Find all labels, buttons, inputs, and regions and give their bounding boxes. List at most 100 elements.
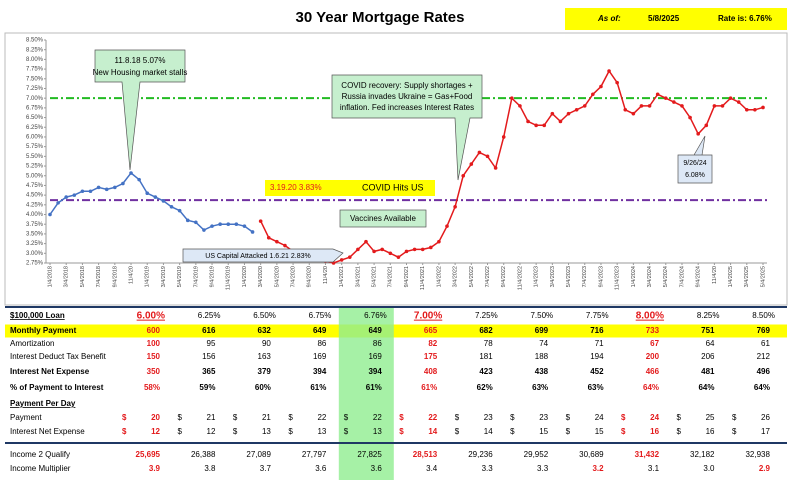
x-tick-label: 7/4/2021 <box>388 266 394 287</box>
point <box>429 245 433 250</box>
point <box>250 230 255 234</box>
row-label: Amortization <box>10 339 54 348</box>
x-tick-label: 1/4/2019 <box>145 266 151 287</box>
point <box>388 251 393 256</box>
cell: 24 <box>595 413 604 422</box>
point <box>736 100 741 104</box>
x-tick-label: 3/4/2018 <box>64 266 70 287</box>
point <box>534 123 538 128</box>
cell: 60% <box>255 383 271 392</box>
x-tick-label: 9/4/2024 <box>696 266 702 287</box>
point <box>48 212 52 217</box>
x-tick-label: 5/4/2019 <box>177 266 183 287</box>
point <box>493 166 498 170</box>
point <box>339 258 344 262</box>
cell: 20 <box>151 413 160 422</box>
rate-header: 6.75% <box>309 311 332 320</box>
cell: 188 <box>535 352 549 361</box>
x-tick-label: 9/4/2018 <box>112 266 118 287</box>
y-tick-label: 6.50% <box>26 115 44 121</box>
point <box>582 104 587 108</box>
annotation: 11.8.18 5.07% <box>114 56 165 65</box>
cell: 3.6 <box>315 464 327 473</box>
point <box>599 84 603 89</box>
y-tick-label: 4.25% <box>26 202 44 208</box>
point <box>445 224 449 228</box>
currency: $ <box>344 413 349 422</box>
cell: 13 <box>373 427 382 436</box>
cell: 616 <box>202 326 216 335</box>
point <box>550 111 555 116</box>
x-tick-label: 9/4/2020 <box>307 266 313 287</box>
cell: 26 <box>761 413 770 422</box>
row-label: % of Payment to Interest <box>10 383 104 392</box>
x-tick-label: 3/4/2020 <box>258 266 264 287</box>
cell: 3.4 <box>426 464 438 473</box>
cell: 163 <box>258 352 272 361</box>
point <box>364 239 368 244</box>
y-tick-label: 4.75% <box>26 183 44 189</box>
cell: 62% <box>477 383 493 392</box>
x-tick-label: 1/4/2020 <box>242 266 248 287</box>
currency: $ <box>399 427 404 436</box>
currency: $ <box>233 427 238 436</box>
row-label: Monthly Payment <box>10 326 77 335</box>
cell: 74 <box>539 339 548 348</box>
cell: 23 <box>484 413 493 422</box>
row-label: $100,000 Loan <box>10 311 65 320</box>
currency: $ <box>566 413 571 422</box>
cell: 63% <box>532 383 548 392</box>
point <box>688 115 692 120</box>
cell: 169 <box>368 352 382 361</box>
cell: 12 <box>151 427 160 436</box>
cell: 28,513 <box>413 450 438 459</box>
x-tick-label: 11/4/2019 <box>226 266 232 290</box>
cell: 751 <box>701 326 715 335</box>
cell: 212 <box>757 352 771 361</box>
point <box>615 80 619 85</box>
x-tick-label: 5/4/2025 <box>760 266 766 287</box>
y-tick-label: 5.75% <box>26 144 44 150</box>
table: $100,000 Loan 6.00% 6.25% 6.50% 6.75% 6.76% 7.… <box>5 306 787 480</box>
cell: 32,182 <box>690 450 715 459</box>
rate-header: 6.00% <box>137 311 165 322</box>
currency: $ <box>177 413 182 422</box>
row-label: Interest Deduct Tax Benefit <box>10 352 107 361</box>
cell: 22 <box>373 413 382 422</box>
x-tick-label: 1/4/2022 <box>436 266 442 287</box>
point <box>347 255 352 259</box>
y-tick-label: 4.50% <box>26 193 44 199</box>
cell: 14 <box>484 427 493 436</box>
cell: 63% <box>588 383 604 392</box>
point <box>672 100 676 104</box>
point <box>137 177 141 182</box>
point <box>80 189 85 194</box>
point <box>461 173 466 178</box>
rate-header: 6.25% <box>198 311 221 320</box>
currency: $ <box>677 413 682 422</box>
point <box>728 96 733 100</box>
point <box>477 150 482 155</box>
y-tick-label: 7.75% <box>26 67 44 73</box>
cell: 438 <box>535 367 549 376</box>
cell: 3.8 <box>204 464 216 473</box>
cell: 496 <box>757 367 771 376</box>
callout <box>182 248 344 263</box>
row-label: Income 2 Qualify <box>10 450 70 459</box>
point <box>258 219 263 223</box>
point <box>121 181 125 186</box>
cell: 15 <box>539 427 548 436</box>
currency: $ <box>677 427 682 436</box>
rate-header: 7.00% <box>414 311 442 322</box>
cell: 665 <box>424 326 438 335</box>
cell: 3.0 <box>703 464 715 473</box>
point <box>129 171 133 175</box>
y-tick-label: 7.25% <box>26 86 44 92</box>
y-tick-label: 8.50% <box>26 38 44 44</box>
currency: $ <box>177 427 182 436</box>
point <box>396 255 401 259</box>
cell: 3.1 <box>648 464 660 473</box>
cell: 466 <box>646 367 660 376</box>
point <box>202 228 206 232</box>
cell: 71 <box>595 339 604 348</box>
